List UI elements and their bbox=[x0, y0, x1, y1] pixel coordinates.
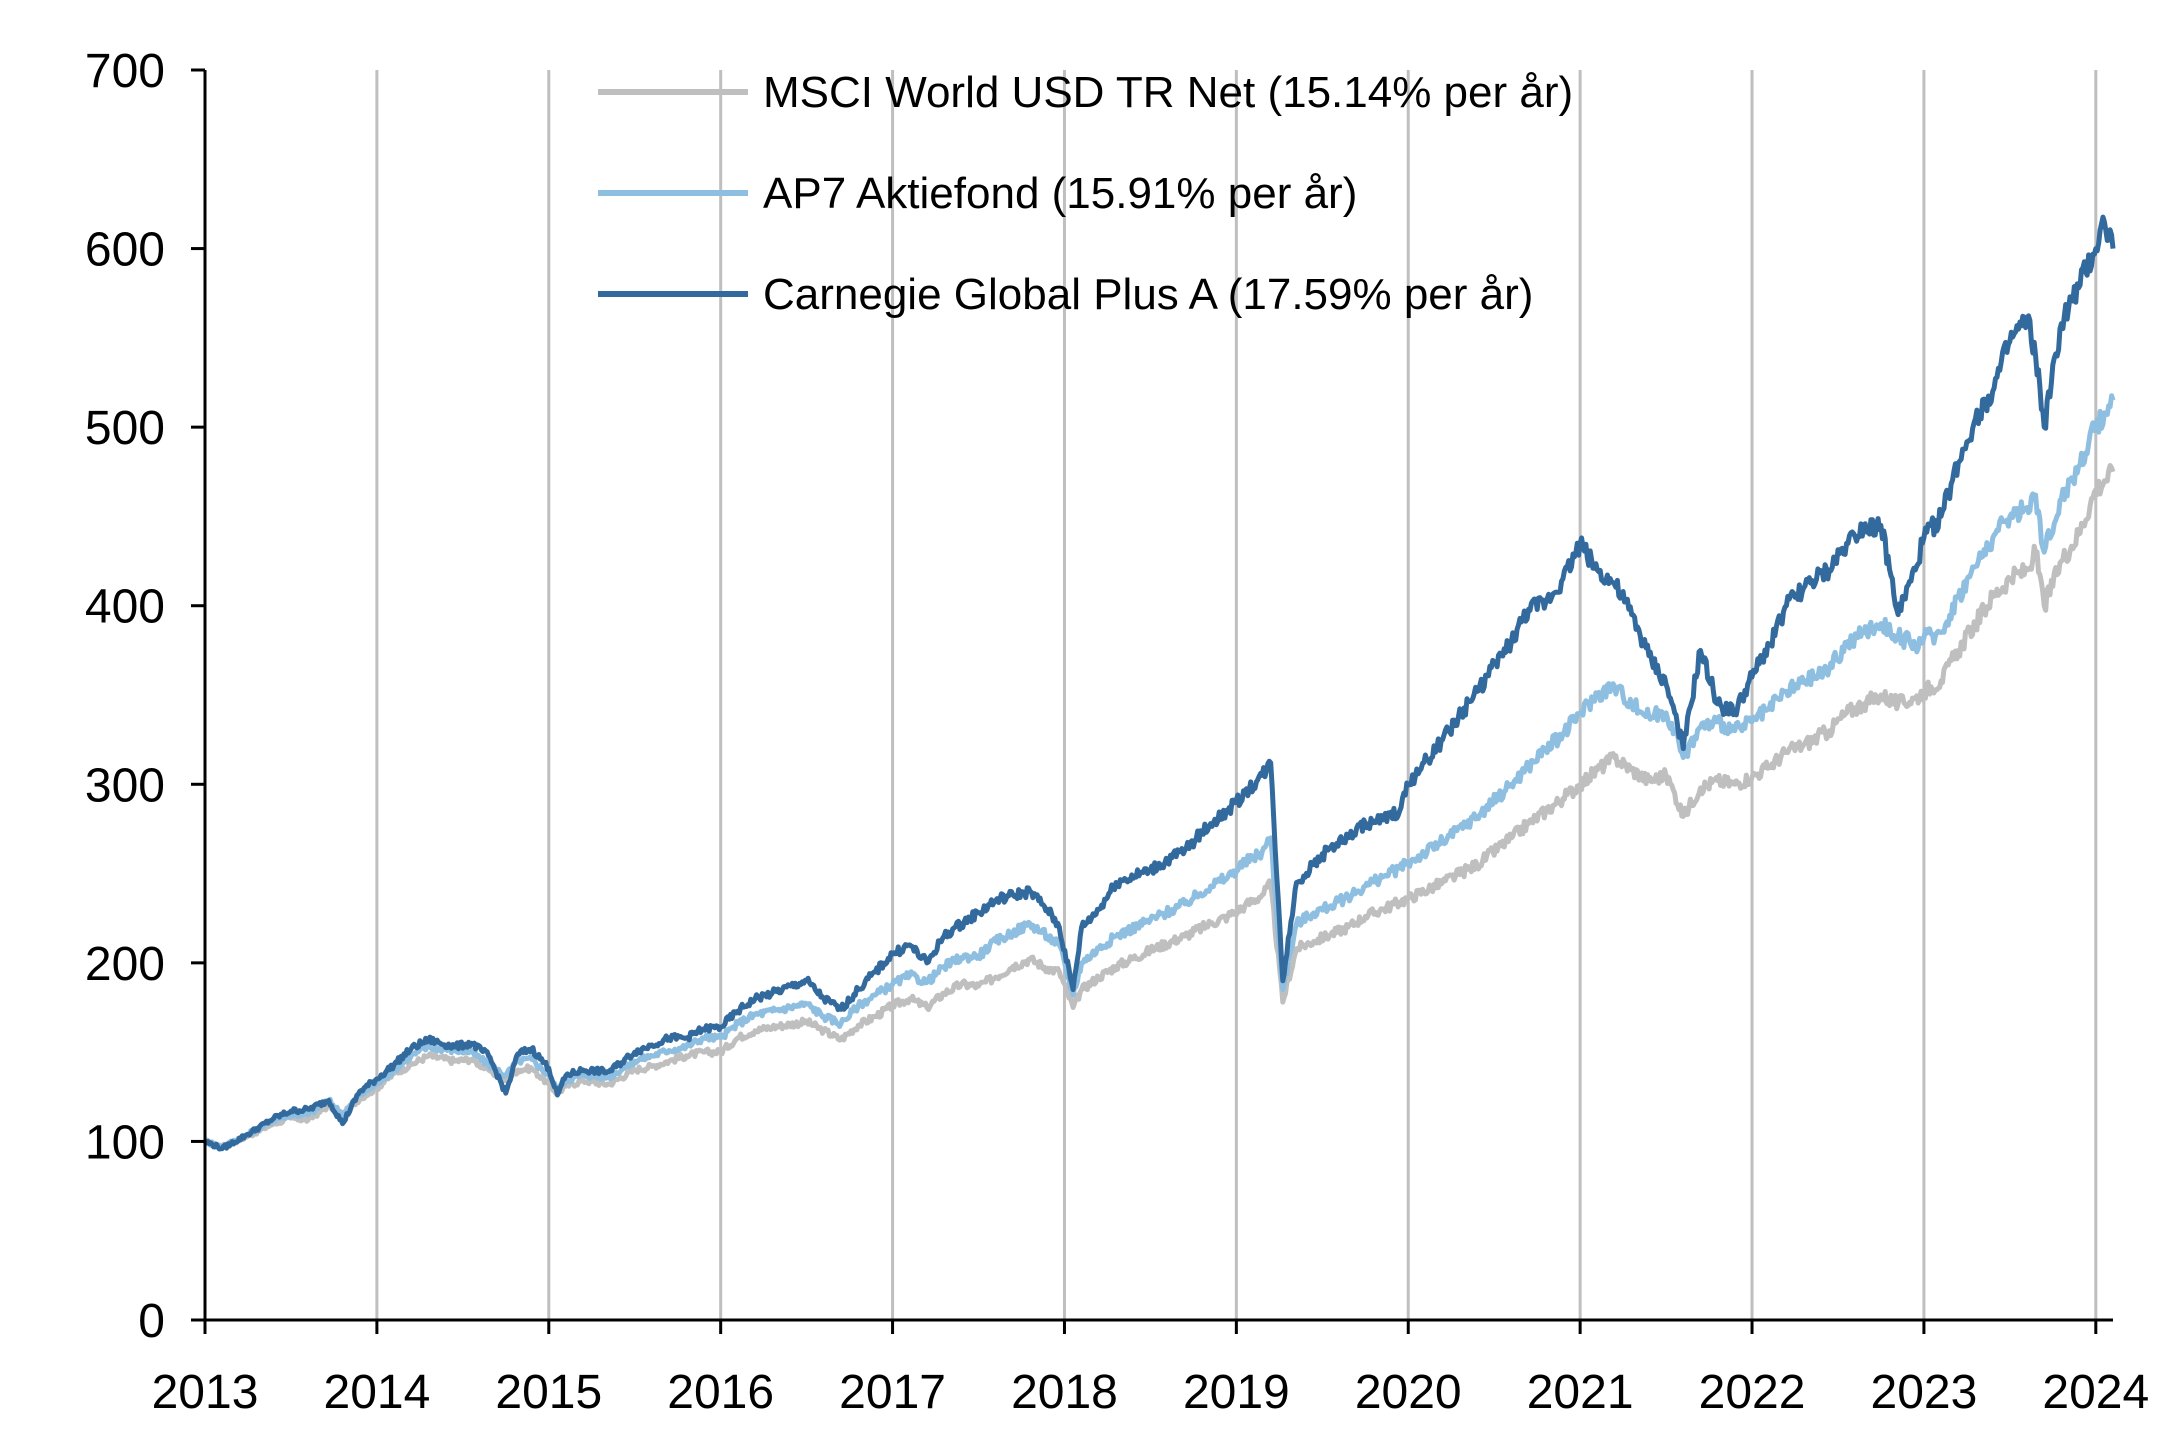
x-tick-label: 2013 bbox=[152, 1366, 259, 1419]
series-line-3 bbox=[203, 214, 2116, 1152]
legend-label-1: MSCI World USD TR Net (15.14% per år) bbox=[763, 68, 1573, 117]
y-tick-label: 400 bbox=[85, 581, 165, 634]
y-tick-label: 0 bbox=[138, 1295, 165, 1348]
y-tick-label: 500 bbox=[85, 402, 165, 455]
legend: MSCI World USD TR Net (15.14% per år) AP7… bbox=[598, 68, 1573, 319]
x-tick-label: 2022 bbox=[1699, 1366, 1806, 1419]
x-tick-label: 2024 bbox=[2042, 1366, 2149, 1419]
axis-layer: 0 100 200 300 400 500 600 700 2013 2014 2015 2016 20… bbox=[85, 45, 2149, 1419]
x-tick-label: 2017 bbox=[839, 1366, 946, 1419]
series-layer bbox=[202, 214, 2116, 1152]
y-tick-label: 600 bbox=[85, 224, 165, 277]
x-tick-label: 2020 bbox=[1355, 1366, 1462, 1419]
x-tick-label: 2016 bbox=[667, 1366, 774, 1419]
x-tick-label: 2023 bbox=[1871, 1366, 1978, 1419]
x-tick-label: 2015 bbox=[495, 1366, 602, 1419]
x-tick-label: 2019 bbox=[1183, 1366, 1290, 1419]
x-tick-label: 2014 bbox=[324, 1366, 431, 1419]
legend-label-3: Carnegie Global Plus A (17.59% per år) bbox=[763, 270, 1533, 319]
grid-layer bbox=[375, 70, 2098, 1320]
series-line-1 bbox=[203, 463, 2116, 1151]
y-tick-label: 100 bbox=[85, 1116, 165, 1169]
series-line-2 bbox=[202, 393, 2116, 1151]
x-tick-label: 2018 bbox=[1011, 1366, 1118, 1419]
y-tick-label: 200 bbox=[85, 938, 165, 991]
legend-label-2: AP7 Aktiefond (15.91% per år) bbox=[763, 169, 1357, 218]
y-tick-label: 700 bbox=[85, 45, 165, 98]
x-tick-label: 2021 bbox=[1527, 1366, 1634, 1419]
y-tick-label: 300 bbox=[85, 759, 165, 812]
